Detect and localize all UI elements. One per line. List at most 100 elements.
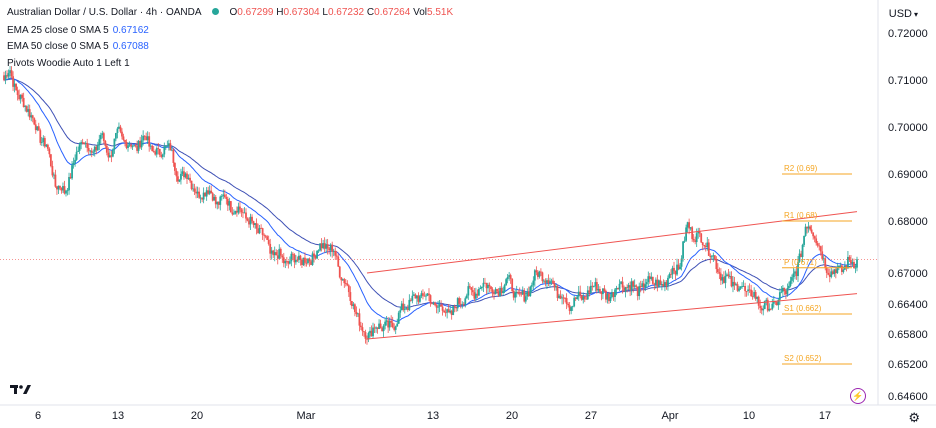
candle-body (815, 238, 818, 244)
channel-upper-line (366, 211, 858, 274)
candle-body (810, 229, 813, 233)
candle-body (481, 286, 483, 289)
candle-body (521, 290, 524, 295)
lightning-icon[interactable]: ⚡ (850, 388, 866, 404)
candle-body (92, 151, 95, 153)
candle-body (102, 133, 105, 141)
candle-body (186, 173, 188, 180)
candle-body (260, 227, 263, 229)
candle-body (432, 302, 435, 305)
candle-body (74, 159, 76, 163)
candle-body (736, 284, 739, 291)
candle-body (651, 276, 654, 284)
currency-selector[interactable]: USD ▾ (889, 8, 918, 20)
candle-body (780, 291, 783, 293)
candle-body (78, 144, 81, 151)
candle-body (559, 295, 562, 299)
candle-body (786, 287, 789, 295)
candle-body (340, 277, 343, 281)
candle-body (83, 142, 86, 144)
candle-body (654, 279, 657, 285)
candle-body (499, 287, 501, 296)
candle-body (325, 244, 328, 249)
candle-body (620, 281, 622, 284)
candle-body (158, 148, 161, 155)
candle-body (797, 261, 799, 277)
candle-body (290, 253, 293, 262)
candle-body (77, 150, 80, 152)
candle-body (828, 274, 831, 277)
candle-body (565, 298, 568, 304)
candle-body (605, 290, 607, 300)
candle-body (402, 303, 405, 310)
candle-body (4, 75, 7, 81)
candle-body (438, 304, 441, 307)
candle-body (530, 285, 533, 287)
candle-body (310, 261, 312, 265)
candle-body (630, 281, 633, 291)
candle-body (89, 150, 92, 152)
candle-body (840, 265, 843, 272)
indicator-pivots[interactable]: Pivots Woodie Auto 1 Left 1 (7, 57, 130, 71)
candle-body (27, 109, 30, 112)
candle-body (673, 267, 675, 271)
tradingview-logo-icon (10, 385, 31, 394)
candle-body (214, 196, 217, 205)
candle-body (399, 310, 402, 313)
candle-body (18, 94, 21, 100)
candle-body (361, 327, 364, 332)
candle-body (326, 244, 329, 249)
indicator-ema50[interactable]: EMA 50 close 0 SMA 5 0.67088 (7, 40, 149, 54)
indicator-ema25[interactable]: EMA 25 close 0 SMA 5 0.67162 (7, 24, 149, 38)
gear-icon[interactable]: ⚙ (908, 410, 920, 425)
candle-body (254, 223, 256, 225)
candle-body (555, 286, 557, 288)
currency-label: USD (888, 8, 912, 20)
candle-body (474, 293, 477, 299)
candle-body (801, 244, 804, 258)
candle-body (827, 272, 830, 275)
candle-body (831, 271, 834, 274)
candle-body (458, 298, 461, 304)
candle-body (500, 287, 503, 294)
candle-body (131, 146, 134, 148)
candle-body (798, 253, 801, 262)
candle-body (190, 180, 193, 189)
candle-body (276, 255, 279, 259)
candle-body (617, 287, 619, 290)
candle-body (107, 152, 110, 158)
candle-body (707, 242, 710, 256)
candle-body (177, 176, 179, 182)
candle-body (556, 286, 559, 298)
candle-body (189, 177, 191, 181)
candle-body (668, 273, 671, 278)
indicator-pivots-label: Pivots Woodie Auto 1 Left 1 (7, 58, 130, 69)
candle-body (357, 313, 359, 315)
y-tick-label: 0.69000 (888, 169, 928, 181)
candle-body (763, 301, 766, 310)
candle-body (464, 298, 467, 305)
candle-body (202, 192, 205, 200)
candle-body (603, 288, 606, 291)
ohlc-open-label: O (229, 7, 238, 18)
candle-body (205, 190, 208, 197)
candle-body (172, 149, 175, 163)
indicator-ema50-label: EMA 50 close 0 SMA 5 (7, 41, 109, 52)
candle-body (792, 273, 795, 278)
candle-body (511, 278, 514, 292)
candle-body (470, 287, 473, 291)
candle-body (149, 145, 152, 147)
candle-body (602, 288, 604, 295)
candle-body (703, 245, 706, 247)
candle-body (518, 293, 521, 295)
candle-body (447, 309, 450, 313)
candle-body (187, 177, 190, 180)
candle-body (595, 282, 598, 291)
x-tick-label: 20 (191, 410, 203, 422)
candle-body (397, 312, 400, 324)
x-tick-label: 10 (743, 410, 755, 422)
candle-body (624, 287, 627, 292)
candle-body (821, 251, 824, 259)
candle-body (72, 162, 75, 166)
